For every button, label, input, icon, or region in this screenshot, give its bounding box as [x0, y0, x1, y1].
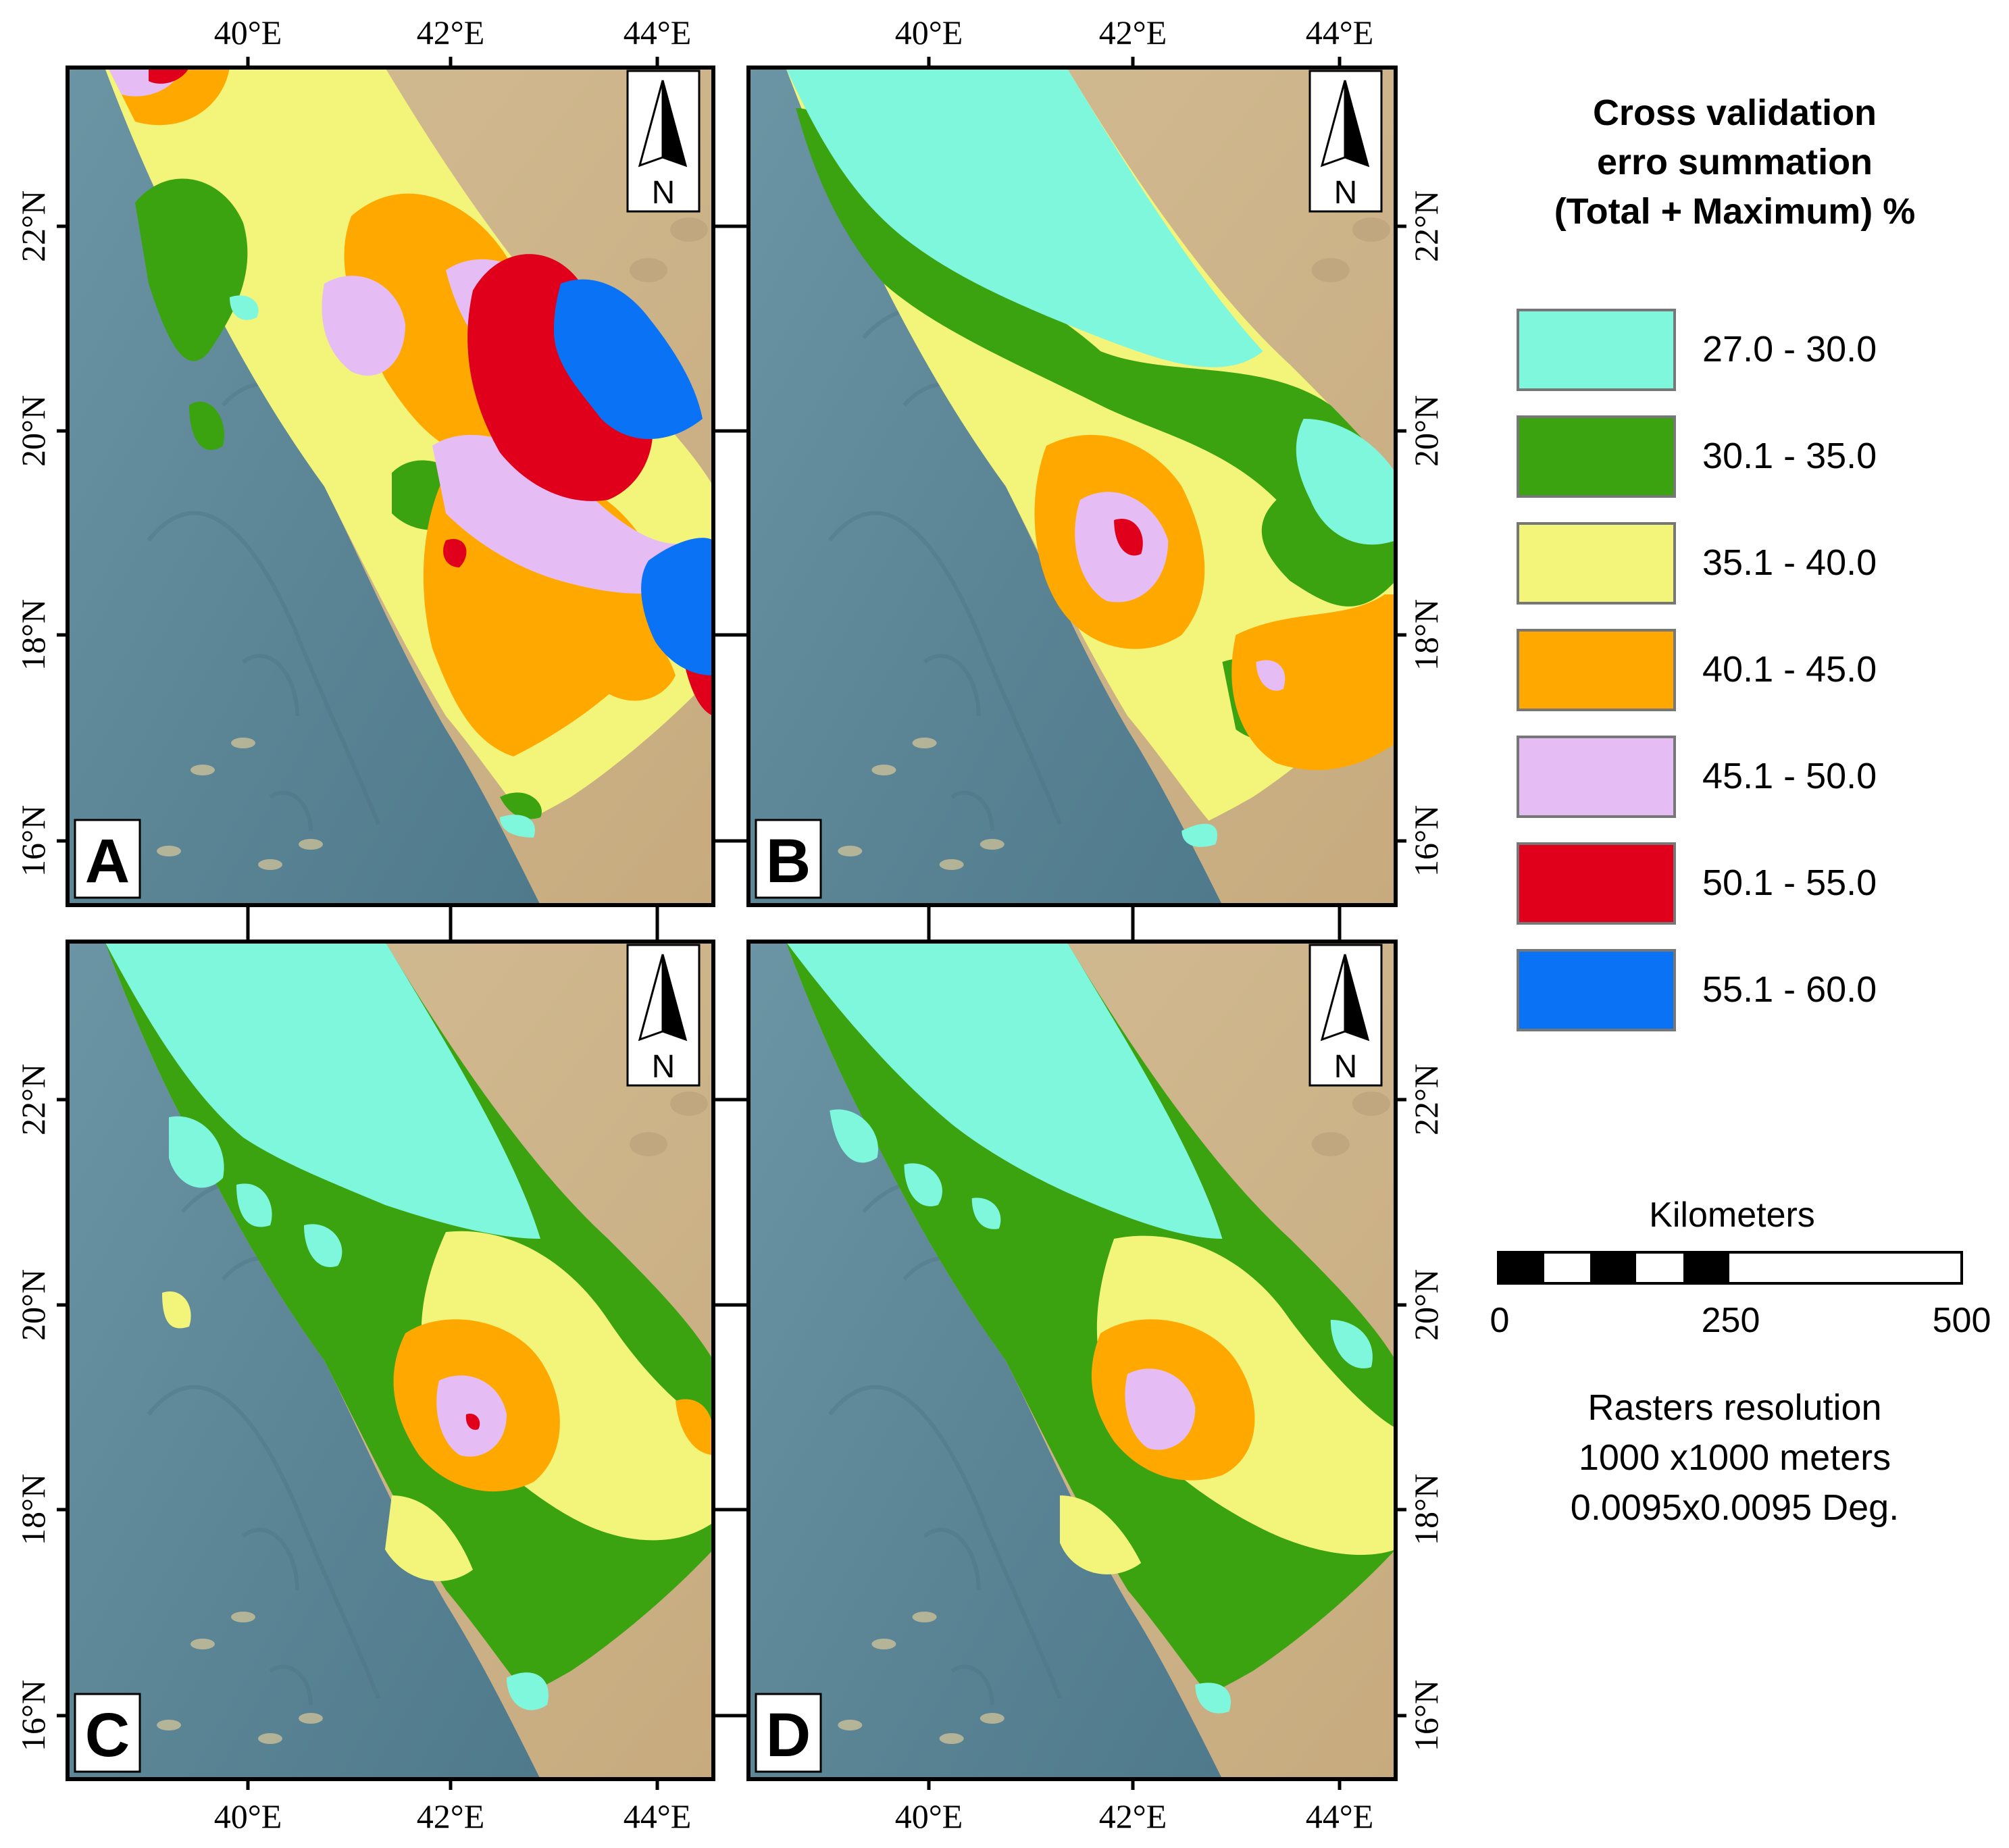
legend-item: 40.1 - 45.0 — [1517, 629, 1877, 711]
lat-tick-label: 18°N — [14, 1474, 52, 1545]
svg-text:C: C — [85, 1701, 130, 1770]
classified-raster — [786, 942, 1396, 1714]
lat-tick-label: 22°N — [1407, 190, 1445, 262]
lat-tick-label: 20°N — [14, 395, 52, 467]
map-panel-a: NA — [66, 66, 715, 907]
lat-tick-label: 20°N — [14, 1269, 52, 1341]
panel-label-b: B — [755, 819, 822, 899]
legend-label: 45.1 - 50.0 — [1702, 756, 1877, 796]
classified-raster — [105, 68, 713, 838]
lon-tick-label: 42°E — [417, 14, 485, 51]
lat-tick-label: 22°N — [14, 1064, 52, 1135]
legend-label: 30.1 - 35.0 — [1702, 436, 1877, 476]
panel-label-c: C — [74, 1693, 141, 1773]
red-sea — [748, 68, 1223, 905]
lon-tick-label: 40°E — [214, 1797, 282, 1835]
lat-tick-label: 18°N — [1407, 599, 1445, 671]
lat-tick-label: 22°N — [1407, 1064, 1445, 1135]
svg-text:A: A — [85, 827, 130, 896]
panel-frame — [66, 940, 715, 1781]
scale-bar-tick-label: 500 — [1933, 1301, 1991, 1340]
svg-text:B: B — [766, 827, 811, 896]
lon-tick-label: 40°E — [895, 1797, 963, 1835]
map-panel-d: ND — [746, 940, 1398, 1781]
legend-swatch — [1517, 522, 1676, 605]
north-arrow-icon: N — [626, 944, 701, 1087]
lat-tick-label: 18°N — [1407, 1474, 1445, 1545]
legend-label: 35.1 - 40.0 — [1702, 542, 1877, 583]
legend-title: (Total + Maximum) % — [1554, 191, 1916, 232]
north-letter: N — [652, 175, 676, 211]
lat-tick-label: 16°N — [1407, 1680, 1445, 1751]
legend-label: 40.1 - 45.0 — [1702, 649, 1877, 690]
lon-tick-label: 42°E — [1099, 14, 1167, 51]
legend-swatch — [1517, 949, 1676, 1031]
legend-swatch — [1517, 842, 1676, 925]
north-arrow-icon: N — [1308, 70, 1383, 213]
lat-tick-label: 18°N — [14, 599, 52, 671]
legend-item: 55.1 - 60.0 — [1517, 949, 1877, 1031]
lon-tick-label: 42°E — [1099, 1797, 1167, 1835]
legend: Cross validation erro summation (Total + M… — [1490, 93, 1991, 1528]
north-arrow-icon: N — [626, 70, 701, 213]
panel-label-a: A — [74, 819, 141, 899]
panel-label-d: D — [755, 1693, 822, 1773]
resolution-note-line: Rasters resolution — [1587, 1387, 1881, 1428]
lat-tick-label: 16°N — [14, 1680, 52, 1751]
legend-swatch — [1517, 415, 1676, 498]
panel-frame — [746, 66, 1398, 907]
lon-tick-label: 42°E — [417, 1797, 485, 1835]
classified-raster — [786, 68, 1396, 847]
scale-bar: Kilometers 0 250 500 — [1490, 1196, 1991, 1340]
lon-tick-label: 44°E — [624, 14, 692, 51]
legend-swatch — [1517, 736, 1676, 818]
legend-item: 30.1 - 35.0 — [1517, 415, 1877, 498]
legend-item: 27.0 - 30.0 — [1517, 309, 1877, 391]
map-panel-c: NC — [66, 940, 715, 1781]
legend-label: 50.1 - 55.0 — [1702, 863, 1877, 903]
legend-item: 35.1 - 40.0 — [1517, 522, 1877, 605]
legend-label: 55.1 - 60.0 — [1702, 969, 1877, 1010]
svg-text:D: D — [766, 1701, 811, 1770]
panel-frame — [66, 66, 715, 907]
scale-bar-tick-label: 0 — [1490, 1301, 1510, 1340]
legend-swatch — [1517, 629, 1676, 711]
resolution-note: Rasters resolution 1000 x1000 meters 0.009… — [1571, 1387, 1899, 1528]
lat-tick-label: 22°N — [14, 190, 52, 262]
scale-bar-title: Kilometers — [1649, 1196, 1815, 1235]
legend-title: erro summation — [1597, 142, 1873, 182]
lon-tick-label: 40°E — [895, 14, 963, 51]
legend-item: 45.1 - 50.0 — [1517, 736, 1877, 818]
lon-tick-label: 44°E — [1306, 14, 1374, 51]
lat-tick-label: 16°N — [1407, 805, 1445, 877]
north-letter: N — [1334, 1049, 1358, 1085]
north-letter: N — [652, 1049, 676, 1085]
north-arrow-icon: N — [1308, 944, 1383, 1087]
lon-tick-label: 44°E — [1306, 1797, 1374, 1835]
lat-tick-label: 20°N — [1407, 1269, 1445, 1341]
panel-frame — [746, 940, 1398, 1781]
lon-tick-label: 40°E — [214, 14, 282, 51]
resolution-note-line: 1000 x1000 meters — [1579, 1437, 1891, 1478]
legend-title: Cross validation — [1593, 93, 1877, 133]
lat-tick-label: 16°N — [14, 805, 52, 877]
map-panel-b: NB — [746, 66, 1398, 907]
lat-tick-label: 20°N — [1407, 395, 1445, 467]
legend-label: 27.0 - 30.0 — [1702, 329, 1877, 369]
scale-bar-tick-label: 250 — [1702, 1301, 1760, 1340]
legend-item: 50.1 - 55.0 — [1517, 842, 1877, 925]
lon-tick-label: 44°E — [624, 1797, 692, 1835]
north-letter: N — [1334, 175, 1358, 211]
classified-raster — [105, 942, 713, 1710]
legend-swatch — [1517, 309, 1676, 391]
resolution-note-line: 0.0095x0.0095 Deg. — [1571, 1487, 1899, 1528]
